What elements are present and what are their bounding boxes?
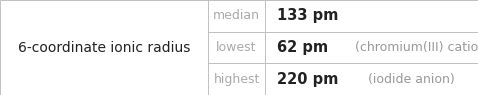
- Text: 62 pm: 62 pm: [277, 40, 328, 55]
- Text: highest: highest: [213, 73, 260, 86]
- Text: median: median: [213, 9, 260, 22]
- Text: 133 pm: 133 pm: [277, 8, 338, 23]
- Text: 220 pm: 220 pm: [277, 72, 338, 87]
- Text: 6-coordinate ionic radius: 6-coordinate ionic radius: [18, 40, 190, 55]
- Text: (iodide anion): (iodide anion): [369, 73, 455, 86]
- Text: (chromium(III) cation): (chromium(III) cation): [355, 41, 478, 54]
- Text: lowest: lowest: [217, 41, 257, 54]
